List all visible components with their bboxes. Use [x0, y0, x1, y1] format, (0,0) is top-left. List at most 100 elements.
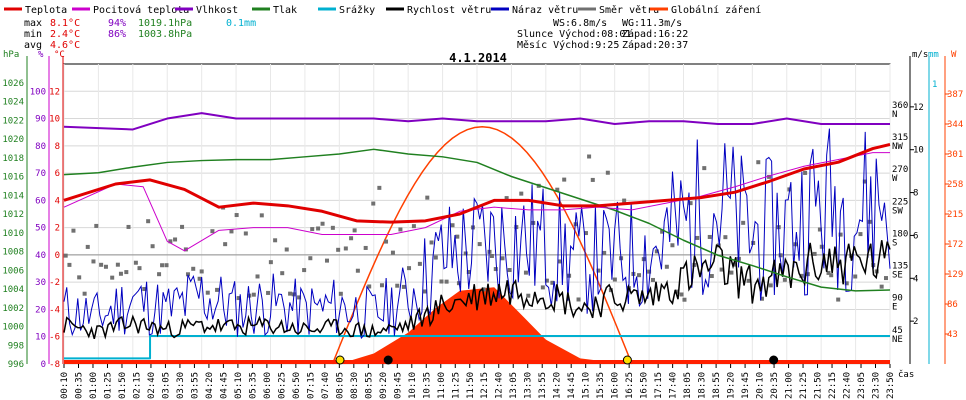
wind-direction-point [729, 270, 734, 275]
axes: 1026102410221020101810161014101210101008… [2, 50, 963, 399]
wind-direction-point [210, 229, 215, 234]
wind-direction-point [782, 277, 787, 282]
axis-x-tick: 16:25 [625, 372, 635, 399]
wind-direction-point [185, 272, 190, 277]
axis-dir-tick-label: W [892, 174, 898, 184]
axis-hpa-tick: 1020 [2, 135, 24, 145]
wind-direction-point [236, 296, 241, 301]
wind-direction-point [411, 224, 416, 229]
wind-direction-point [417, 261, 422, 266]
axis-x-tick: 05:35 [248, 372, 258, 399]
axis-ms-tick: 4 [913, 274, 918, 284]
sun-event-marker [622, 355, 632, 365]
wind-direction-point [191, 266, 196, 271]
axis-x-tick: 00:35 [74, 372, 84, 399]
wind-direction-point [829, 273, 834, 278]
legend-item: Srážky [318, 4, 375, 16]
axis-pct-tick: 50 [35, 224, 46, 234]
axis-hpa-tick: 1016 [2, 173, 24, 183]
axis-x-tick: 23:50 [886, 372, 896, 399]
wind-direction-point [251, 292, 256, 297]
series-solar-area [339, 287, 629, 364]
wind-direction-point [523, 270, 528, 275]
wind-direction-point [858, 232, 863, 237]
info-sun-set: Západ:16:22 [622, 28, 688, 40]
wind-direction-point [746, 278, 751, 283]
wind-direction-point [867, 219, 872, 224]
wind-direction-point [519, 191, 524, 196]
wind-direction-point [126, 224, 131, 229]
axis-w-tick: 86 [947, 300, 958, 310]
wind-direction-point [429, 240, 434, 245]
axis-x-tick: 05:10 [234, 372, 244, 399]
wind-direction-point [395, 283, 400, 288]
axis-w-tick: 215 [947, 210, 963, 220]
axis-x-tick: 06:25 [277, 372, 287, 399]
wind-direction-point [229, 229, 234, 234]
wind-direction-point [223, 242, 228, 247]
axis-x-tick: 18:55 [712, 372, 722, 399]
axis-x-tick: 03:05 [161, 372, 171, 399]
wind-direction-point [336, 247, 341, 252]
wind-direction-point [377, 185, 382, 190]
wind-direction-point [199, 269, 204, 274]
legend-label: Směr větru [599, 4, 659, 16]
wind-direction-point [812, 251, 817, 256]
axis-w-label: W [951, 50, 957, 60]
axis-c-tick: 2 [55, 224, 60, 234]
wind-direction-point [330, 225, 335, 230]
axis-c-tick: 4 [55, 196, 60, 206]
legend-item: Pocitová teplota [72, 4, 189, 16]
axis-x-tick: 19:20 [727, 372, 737, 399]
wind-direction-point [425, 195, 430, 200]
axis-x-tick: 09:20 [379, 372, 389, 399]
axis-x-tick: 06:50 [292, 372, 302, 399]
wind-direction-point [500, 256, 505, 261]
axis-dir-tick: 135 [892, 262, 908, 272]
axis-x-tick: 20:35 [770, 372, 780, 399]
axis-x-tick: 16:50 [640, 372, 650, 399]
wind-direction-point [71, 228, 76, 233]
axis-c-tick: -6 [49, 333, 60, 343]
axis-hpa-tick: 1008 [2, 248, 24, 258]
axis-time-label: čas [898, 369, 914, 380]
axis-x-tick: 09:45 [393, 372, 403, 399]
wind-direction-point [647, 269, 652, 274]
wind-direction-point [243, 231, 248, 236]
wind-direction-point [384, 239, 389, 244]
wind-direction-point [674, 289, 679, 294]
axis-x-tick: 02:40 [147, 372, 157, 399]
wind-direction-point [197, 276, 202, 281]
axis-hpa-tick: 998 [8, 341, 24, 351]
axis-w-tick: 258 [947, 180, 963, 190]
wind-direction-point [266, 290, 271, 295]
series-solar-theoretical [331, 126, 633, 365]
info-moon: Měsíc Východ:9:25 [517, 39, 619, 51]
legend-item: Směr větru [578, 4, 659, 16]
wind-direction-point [664, 264, 669, 269]
axis-dir-tick: 90 [892, 294, 903, 304]
axis-w-tick: 172 [947, 240, 963, 250]
info-panel: WS:6.8m/s WG:11.3m/s Slunce Východ:08:01… [517, 18, 688, 51]
wind-direction-point [168, 239, 173, 244]
axis-hpa-label: hPa [3, 50, 19, 60]
wind-direction-point [612, 277, 617, 282]
wind-direction-point [284, 247, 289, 252]
axis-x-tick: 21:00 [785, 372, 795, 399]
wind-direction-point [767, 174, 772, 179]
wind-direction-point [338, 291, 343, 296]
wind-direction-point [273, 238, 278, 243]
wind-direction-point [401, 284, 406, 289]
wind-direction-point [288, 291, 293, 296]
stats-max-hum: 94% [108, 18, 126, 29]
axis-x-tick: 07:15 [306, 372, 316, 399]
wind-direction-point [540, 285, 545, 290]
axis-x-tick: 23:05 [857, 372, 867, 399]
wind-direction-point [146, 219, 151, 224]
axis-c-tick: 6 [55, 169, 60, 179]
axis-x-tick: 04:45 [219, 372, 229, 399]
sun-event-marker [335, 355, 345, 365]
axis-ms-tick: 6 [913, 231, 918, 241]
stats-max-temp: 8.1°C [50, 18, 80, 29]
